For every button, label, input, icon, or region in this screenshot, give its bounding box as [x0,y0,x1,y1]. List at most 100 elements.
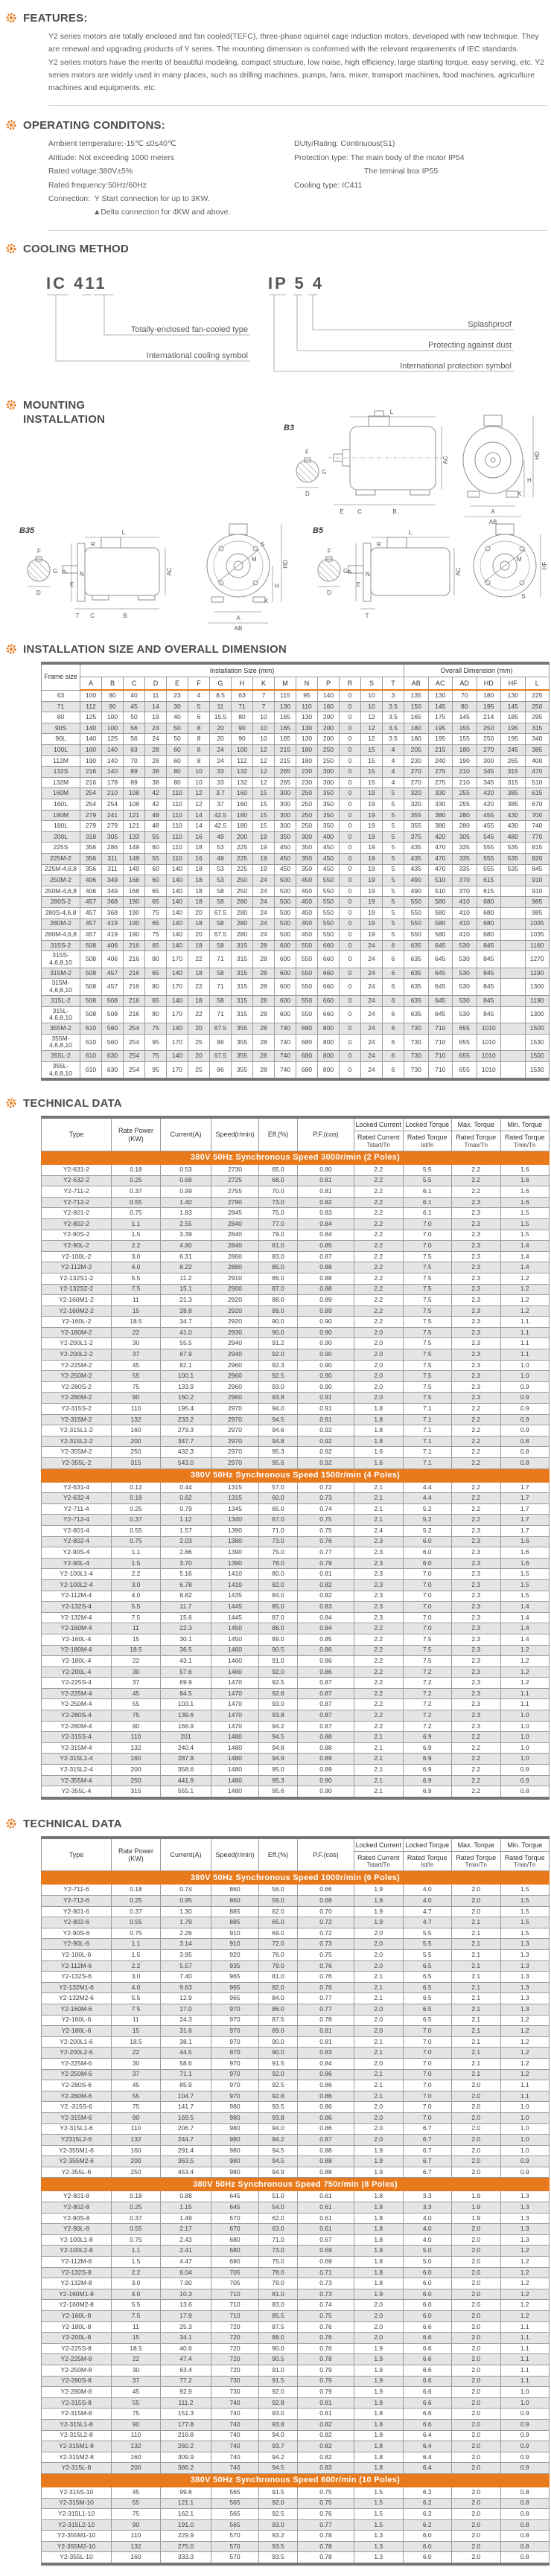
subheader-ratio: Tmin/Tn [465,1861,487,1869]
table-cell: 6.5 [402,1981,452,1994]
table-cell: 1390 [211,1557,259,1570]
table-cell: 175 [427,712,453,723]
table-cell: 7.0 [402,2025,452,2037]
table-cell: 710 [211,2288,259,2301]
table-cell: 4 [382,744,404,756]
table-row: Y2-180L-4 22 43.1 1460 91.0 0.86 2.2 7.5 2.3 1.2 [41,1655,550,1667]
table-cell: 550 [296,978,318,996]
table-cell: 7.2 [402,1666,452,1678]
table-cell: 180 [452,744,477,756]
table-cell: Y2-90L-2 [41,1240,112,1252]
table-cell: 1.4 [500,1262,550,1273]
table-row: Y2-200L2-6 22 44.5 970 90.0 0.83 2.1 7.0 2.1 1.2 [41,2047,550,2059]
table-cell: 1.8 [354,1425,404,1436]
table-cell: 93.5 [258,2540,298,2553]
table-cell: 1.2 [500,2245,550,2257]
table-cell: 90 [111,2418,161,2431]
table-cell: 370 [452,885,477,898]
table-cell: 0 [339,896,361,908]
column-group-header: Overall Dimension (mm) [403,662,550,678]
cooling-method-section: COOLING METHOD IC 411 Totally-enclosed f… [0,243,551,388]
table-cell: 73.0 [258,1196,298,1209]
table-cell: 2920 [211,1294,259,1306]
table-cell: 1.3 [500,2212,550,2225]
table-cell: 0 [339,1023,361,1035]
table-cell: 0 [339,852,361,865]
table-row: Y2-100L1-8 0.75 2.43 680 71.0 0.67 1.8 4.0 2.0 1.… [41,2234,550,2246]
table-cell [500,885,526,898]
table-cell: 30 [166,700,188,713]
table-cell: 2.1 [354,1514,404,1526]
table-cell: 1.9 [354,2364,404,2377]
table-cell: 6.9 [402,1731,452,1743]
table-cell: T [382,677,404,691]
table-cell: 43.1 [160,1655,211,1667]
table-row: 225M-4,6,8 356 311 149 60 140 18 53 225 19 450 350 4… [41,863,550,876]
table-cell: 160 [80,744,102,756]
table-cell: 280S-2 [41,896,80,908]
table-cell: 91.5 [258,2375,298,2388]
table-cell: 2.0 [451,2429,501,2442]
table-cell: Y2-801-4 [41,1524,112,1537]
table-cell: 550 [296,994,318,1007]
table-row: Y2-315M-2 132 233.2 2970 94.5 0.91 1.8 7.1 2.2 0.… [41,1413,550,1426]
table-cell: 2.0 [451,2462,501,2474]
table-cell: 1.0 [500,2101,550,2113]
table-cell: 0.84 [297,1218,354,1230]
table-cell: 18 [188,994,210,1007]
table-cell: 7.2 [402,1677,452,1689]
table-cell: 255 [452,799,477,811]
table-cell: 0.12 [111,1481,161,1494]
table-cell: 40.6 [160,2342,211,2355]
table-cell: 15 [360,766,383,778]
table-cell: 250 [111,1446,161,1459]
table-cell: 91.2 [258,1337,298,1350]
table-cell: Y2-112M-4 [41,1590,112,1602]
table-cell: 0.90 [297,1381,354,1393]
table-row: Y2-112M-6 2.2 5.57 935 79.0 0.76 2.0 6.5 2.1 1.3 [41,1960,550,1972]
table-cell: 6.5 [402,2003,452,2016]
table-cell: 740 [211,2397,259,2409]
table-cell: 63.0 [258,2223,298,2235]
dim-label: G [53,568,57,575]
table-cell: 1.2 [500,2310,550,2322]
table-cell: 24 [360,1061,383,1080]
table-cell: 30.1 [160,1633,211,1646]
table-cell: Y2-90L-8 [41,2223,112,2235]
pole-section-band: 380V 50Hz Synchronous Speed 750r/min (8 … [41,2177,550,2192]
table-cell: Y2-100L2-8 [41,2245,112,2257]
table-cell: Y2-180M-4 [41,1644,112,1657]
pole-band-row: 380V 50Hz Synchronous Speed 1500r/min (4… [41,1468,550,1483]
ip-callout-label: International protection symbol [400,362,512,371]
table-cell: 15 [252,787,275,800]
table-cell: 6 [382,950,404,968]
table-row: Y2315L2-6 132 244.7 980 94.2 0.87 2.0 6.7 2.0 1.0 [41,2134,550,2146]
table-cell: 18 [188,875,210,886]
table-cell: 65 [144,885,167,898]
table-cell: 100 [80,689,102,702]
table-cell: 1.6 [500,1535,550,1548]
table-cell: Y2-280S-8 [41,2375,112,2388]
table-cell: 170 [166,978,188,996]
table-row: Y2-180M-4 18.5 36.5 1460 90.5 0.86 2.2 7.5 2.3 1.… [41,1644,550,1657]
table-cell: 655 [452,1023,477,1035]
table-cell: 90 [111,2112,161,2124]
table-cell: 0.88 [297,2166,354,2179]
table-cell: 730 [404,1033,429,1052]
table-cell [500,1006,526,1024]
table-cell: 1.8 [354,1403,404,1415]
table-cell: 330 [427,787,453,800]
table-cell: 1.7 [500,1481,550,1494]
table-cell: 1160 [524,939,550,952]
table-cell: 1.0 [500,1370,550,1382]
table-cell: 2.0 [451,2278,501,2289]
table-cell: 195.4 [160,1403,211,1415]
table-cell: 860 [211,1895,259,1907]
table-cell: Y2-160L-2 [41,1316,112,1328]
table-cell: 80 [144,950,167,968]
dim-label: K [517,490,522,497]
table-cell: 84.0 [258,1992,298,2004]
table-cell: 11 [111,2321,161,2333]
table-cell: Y2-200L2-2 [41,1349,112,1361]
table-cell: 2.2 [111,1240,161,1252]
